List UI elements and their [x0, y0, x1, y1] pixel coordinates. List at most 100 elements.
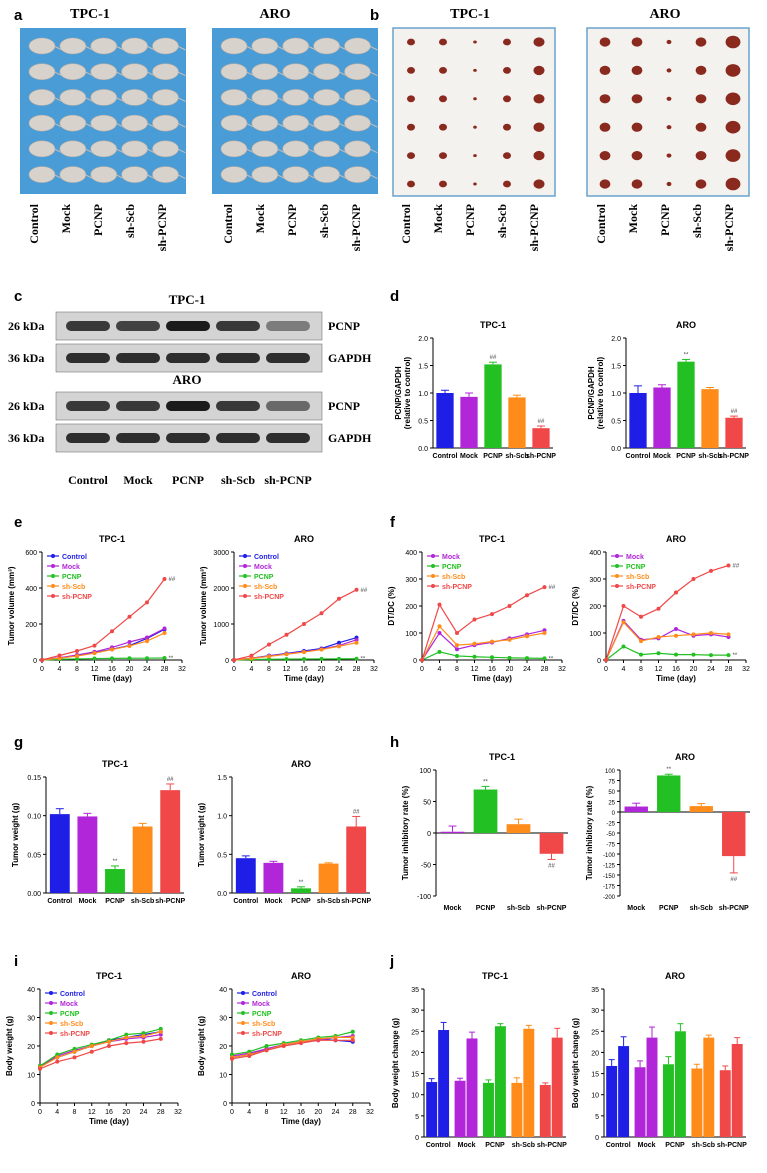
blot-band: [166, 401, 210, 411]
j1-y-tick-label: 30: [411, 1008, 419, 1015]
j1-y-tick-label: 35: [411, 987, 419, 994]
mouse: [220, 114, 248, 132]
chart-g2: 0.0 0.5 1.0 1.5 Tumor weight (g) ARO Control Mo…: [197, 759, 372, 905]
panel-a-photo-tpc1: [20, 28, 186, 194]
d1-title: TPC-1: [480, 320, 506, 330]
i1-y-tick-label: 20: [27, 1044, 35, 1051]
tumor: [599, 65, 611, 75]
blot-protein-label: GAPDH: [328, 431, 372, 445]
e2-y-tick-label: 3000: [213, 550, 229, 557]
panel-a-title-aro: ARO: [259, 7, 290, 22]
j1-y-tick-label: 20: [411, 1050, 419, 1057]
chart-f2: 0 100 200 300 400 DT/DC (%) ARO 0 4 8 12 16 20 24 28 32…: [571, 534, 750, 683]
h2-y-axis-label: Tumor inhibitory rate (%): [585, 785, 594, 880]
x-tick-label: 8: [75, 666, 79, 673]
mouse: [282, 140, 310, 158]
mouse: [28, 89, 56, 106]
data-point: [92, 651, 97, 656]
tumor: [599, 122, 611, 132]
blot-band: [66, 353, 110, 363]
panel-letter-e: e: [14, 514, 22, 531]
data-point: [507, 655, 512, 660]
g1-y-axis-label: Tumor weight (g): [11, 803, 20, 868]
data-point: [92, 656, 97, 661]
series-line-pcnp: [605, 645, 729, 661]
data-point: [709, 653, 713, 658]
tumor: [439, 180, 447, 188]
legend-marker: [243, 554, 247, 558]
f2-y-axis-label: DT/DC (%): [571, 586, 580, 625]
x-tick-label: 32: [558, 666, 566, 673]
f2-title: ARO: [666, 534, 686, 544]
data-point: [89, 1044, 94, 1048]
bar-mock: [646, 1037, 658, 1137]
e1-y-axis-label: Tumor volume (mm³): [7, 566, 16, 645]
x-tick-label: 28: [725, 666, 733, 673]
e1-y-tick-label: 600: [25, 550, 37, 557]
blot-protein-label: PCNP: [328, 399, 360, 413]
panel-a-tpc1-label-sh-scb: sh-Scb: [123, 204, 137, 238]
series-line-sh-scb: [605, 621, 729, 661]
h1-y-tick-label: 100: [419, 768, 431, 775]
tumor: [533, 94, 545, 104]
series-line-sh-pcnp: [41, 578, 165, 661]
bar-mock: [460, 396, 478, 448]
j2-y-tick-label: 25: [591, 1029, 599, 1036]
x-tick-label: 4: [622, 666, 626, 673]
panel-a-photo-aro: [212, 28, 378, 194]
mouse: [121, 37, 148, 55]
blot-band: [266, 401, 310, 411]
x-tick-label: sh-Scb: [317, 898, 340, 905]
blot-lane-label: PCNP: [172, 473, 204, 487]
panel-b-photo-aro-background: [586, 27, 750, 197]
panel-a-tpc1-label-mock: Mock: [59, 204, 73, 234]
mouse: [59, 63, 87, 81]
x-tick-label: 16: [105, 1109, 113, 1116]
data-point: [107, 1039, 111, 1044]
mouse-tail: [369, 71, 378, 77]
mouse: [28, 166, 56, 183]
legend-entry: sh-PCNP: [254, 594, 284, 601]
mouse: [28, 37, 56, 55]
chart-i1: 0 10 20 30 40 Body weight (g) TPC-1 0 4 8 12 16 20 24…: [5, 971, 182, 1126]
legend-entry: Mock: [626, 554, 644, 561]
tumor: [439, 38, 447, 46]
data-point: [639, 614, 643, 619]
legend-marker: [243, 574, 247, 578]
x-tick-label: 12: [280, 1109, 288, 1116]
mouse: [282, 89, 310, 106]
tumor: [503, 95, 511, 103]
x-tick-label: PCNP: [291, 898, 311, 905]
mouse: [152, 166, 179, 183]
mouse: [251, 140, 279, 158]
data-point: [264, 1048, 269, 1053]
mouse: [344, 89, 371, 106]
x-tick-label: 32: [742, 666, 750, 673]
legend-entry: sh-Scb: [252, 1021, 275, 1028]
x-tick-label: 16: [297, 1109, 305, 1116]
significance-mark: ##: [167, 777, 174, 783]
mouse: [121, 89, 148, 106]
data-point: [337, 644, 341, 649]
bar-mock: [77, 816, 98, 893]
legend-entry: sh-Scb: [254, 584, 277, 591]
x-tick-label: Mock: [78, 898, 96, 905]
g1-y-tick-label: 0.15: [27, 775, 41, 782]
e1-title: TPC-1: [99, 534, 125, 544]
panel-letter-i: i: [14, 953, 18, 970]
x-tick-label: 12: [471, 666, 479, 673]
blot-band: [166, 353, 210, 363]
data-point: [158, 1036, 163, 1041]
x-tick-label: 4: [438, 666, 442, 673]
legend-entry: PCNP: [254, 574, 274, 581]
series-line-sh-pcnp: [39, 1038, 161, 1070]
mouse: [121, 63, 148, 81]
x-tick-label: sh-PCNP: [719, 453, 749, 460]
series-line-sh-pcnp: [233, 589, 357, 661]
x-tick-label: 32: [366, 1109, 374, 1116]
mouse: [344, 63, 371, 81]
tumor: [599, 179, 611, 189]
panel-b-photo-tpc1: [392, 27, 556, 197]
data-point: [158, 1032, 163, 1037]
i2-y-axis-label: Body weight (g): [197, 1016, 206, 1076]
